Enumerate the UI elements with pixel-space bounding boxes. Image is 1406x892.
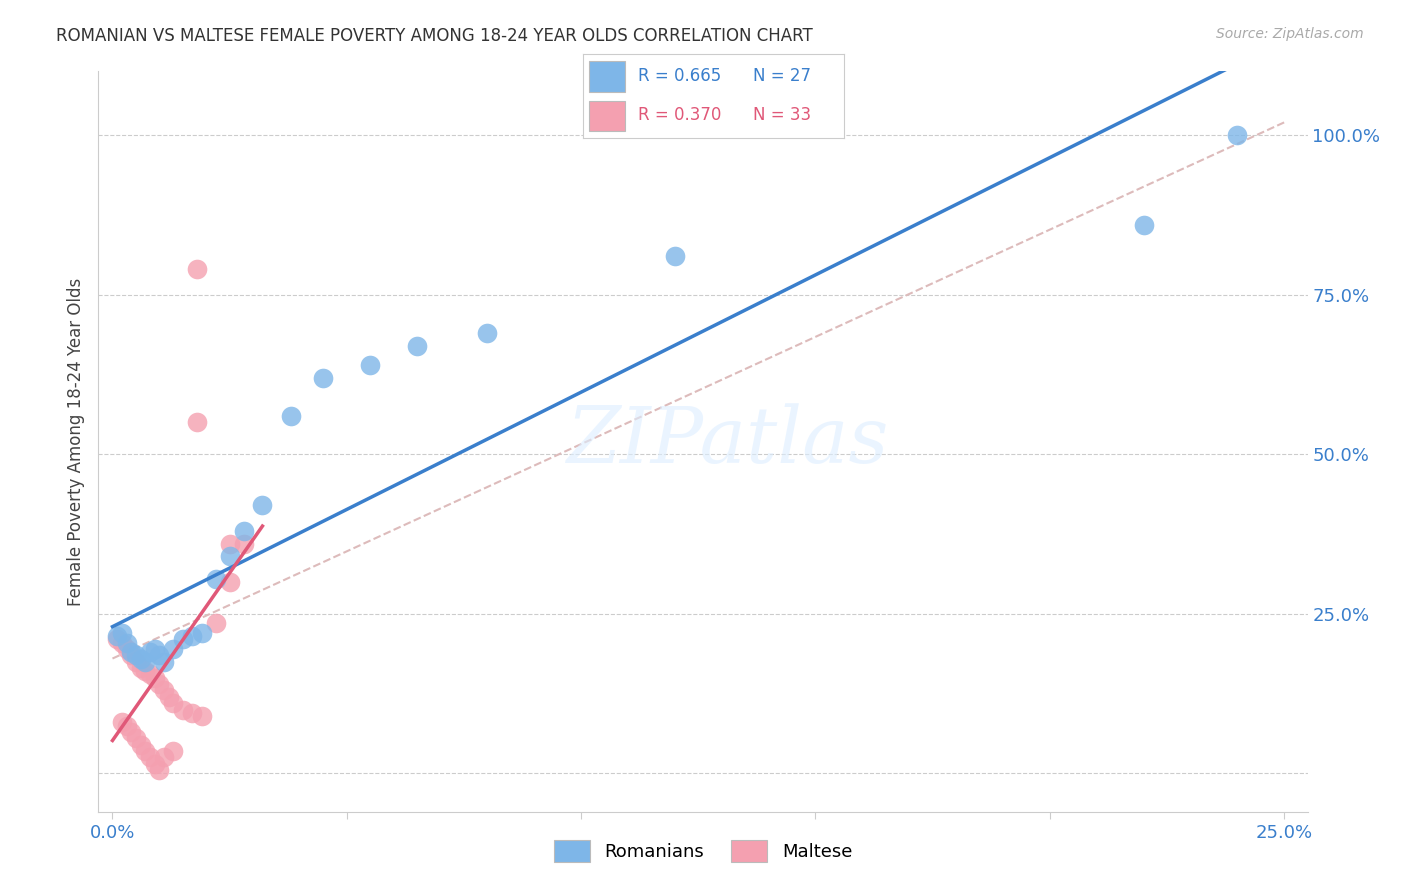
Point bbox=[134, 655, 156, 669]
Point bbox=[153, 683, 176, 698]
Point bbox=[105, 632, 128, 647]
Point bbox=[232, 536, 254, 550]
Point bbox=[148, 677, 170, 691]
Point bbox=[105, 629, 128, 643]
Point bbox=[162, 696, 184, 710]
Point bbox=[134, 744, 156, 758]
Point bbox=[148, 763, 170, 777]
Y-axis label: Female Poverty Among 18-24 Year Olds: Female Poverty Among 18-24 Year Olds bbox=[66, 277, 84, 606]
Point bbox=[125, 648, 148, 663]
Point bbox=[190, 709, 212, 723]
Text: ZIPatlas: ZIPatlas bbox=[567, 403, 889, 480]
Text: Source: ZipAtlas.com: Source: ZipAtlas.com bbox=[1216, 27, 1364, 41]
Legend: Romanians, Maltese: Romanians, Maltese bbox=[547, 833, 859, 870]
Point bbox=[252, 499, 274, 513]
Point bbox=[181, 706, 204, 720]
Text: N = 27: N = 27 bbox=[752, 68, 811, 86]
Point bbox=[143, 671, 166, 685]
Point bbox=[218, 549, 240, 564]
Point bbox=[129, 738, 152, 752]
Text: R = 0.370: R = 0.370 bbox=[638, 106, 721, 124]
Point bbox=[181, 629, 204, 643]
Point bbox=[143, 642, 166, 657]
Point bbox=[162, 642, 184, 657]
Point bbox=[129, 651, 152, 665]
Point bbox=[139, 667, 162, 681]
Point bbox=[153, 655, 176, 669]
Point bbox=[186, 416, 208, 430]
Point bbox=[204, 572, 226, 586]
Point bbox=[280, 409, 302, 423]
Point bbox=[134, 665, 156, 679]
Point bbox=[204, 616, 226, 631]
Point bbox=[172, 703, 194, 717]
Text: N = 33: N = 33 bbox=[752, 106, 811, 124]
Point bbox=[157, 690, 180, 704]
Point bbox=[190, 626, 212, 640]
Point bbox=[1132, 218, 1154, 232]
Point bbox=[115, 642, 138, 657]
Point bbox=[139, 750, 162, 764]
Point bbox=[406, 339, 429, 353]
Point bbox=[139, 645, 162, 659]
Point bbox=[664, 250, 686, 264]
Text: ROMANIAN VS MALTESE FEMALE POVERTY AMONG 18-24 YEAR OLDS CORRELATION CHART: ROMANIAN VS MALTESE FEMALE POVERTY AMONG… bbox=[56, 27, 813, 45]
Point bbox=[125, 731, 148, 746]
Point bbox=[125, 655, 148, 669]
Text: R = 0.665: R = 0.665 bbox=[638, 68, 721, 86]
Point bbox=[115, 718, 138, 732]
FancyBboxPatch shape bbox=[589, 101, 626, 131]
Point bbox=[186, 262, 208, 277]
FancyBboxPatch shape bbox=[589, 62, 626, 92]
Point bbox=[218, 574, 240, 589]
Point bbox=[1226, 128, 1249, 143]
Point bbox=[477, 326, 499, 340]
Point bbox=[312, 370, 335, 384]
Point bbox=[172, 632, 194, 647]
Point bbox=[120, 645, 142, 659]
Point bbox=[111, 635, 134, 649]
Point bbox=[153, 750, 176, 764]
Point bbox=[115, 635, 138, 649]
Point bbox=[162, 744, 184, 758]
Point bbox=[359, 358, 381, 372]
Point bbox=[111, 626, 134, 640]
Point bbox=[218, 536, 240, 550]
Point bbox=[111, 715, 134, 730]
Point bbox=[120, 725, 142, 739]
Point bbox=[143, 756, 166, 771]
Point bbox=[148, 648, 170, 663]
Point bbox=[232, 524, 254, 538]
Point bbox=[129, 661, 152, 675]
Point bbox=[120, 648, 142, 663]
